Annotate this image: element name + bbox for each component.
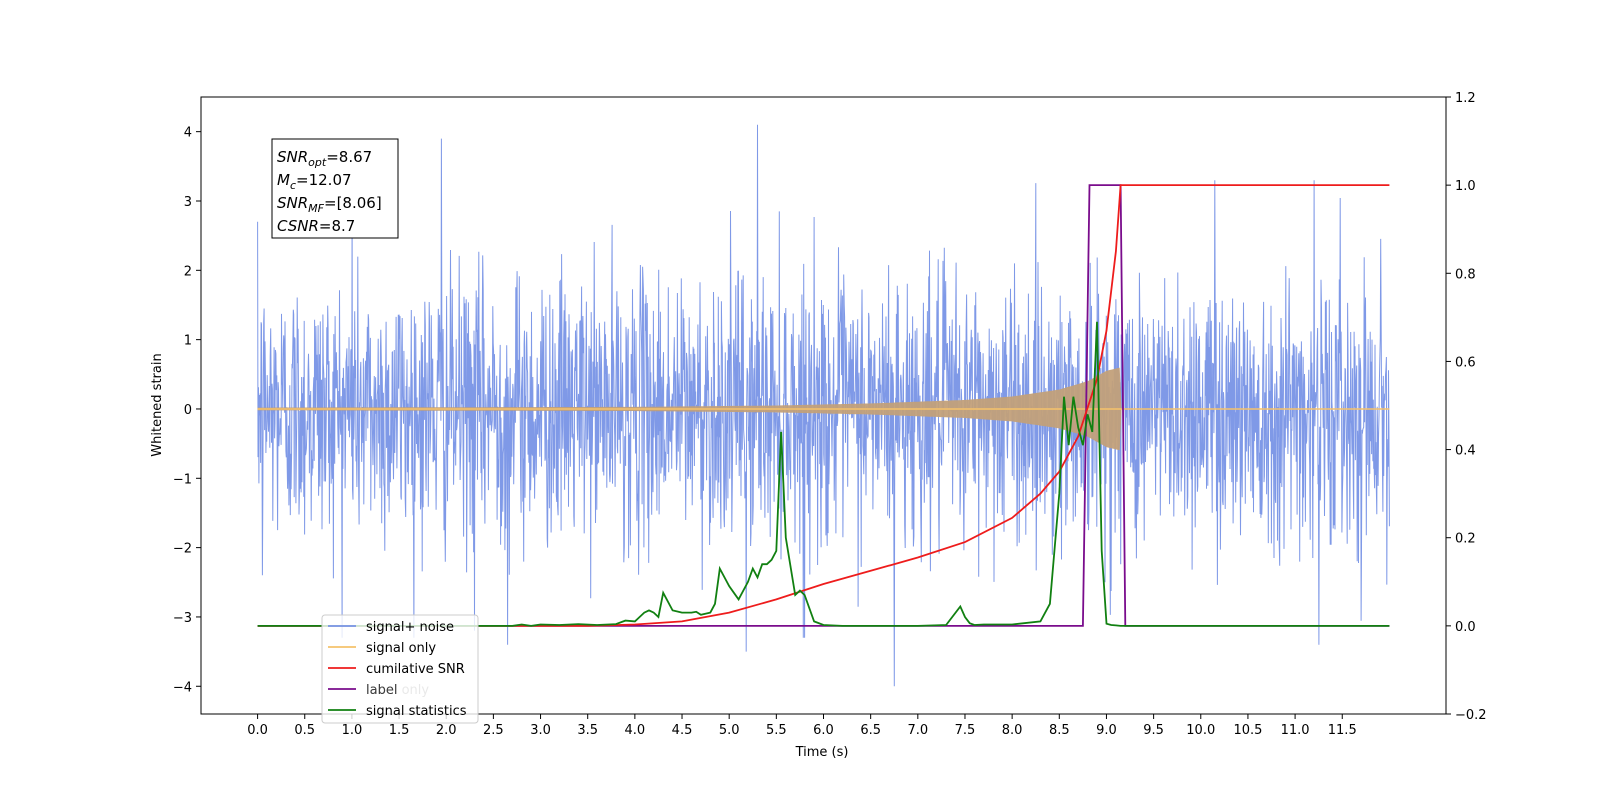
x-tick-label: 10.0	[1186, 723, 1215, 738]
y-tick-label: 2	[184, 264, 192, 279]
x-tick-label: 6.0	[813, 723, 834, 738]
info-line: SNRopt=8.67	[277, 148, 372, 169]
y-tick-label: 4	[184, 126, 192, 141]
y-tick-label: −3	[173, 611, 192, 626]
x-tick-label: 9.5	[1143, 723, 1164, 738]
series-cumulative-snr	[257, 184, 1390, 627]
x-tick-label: 5.5	[766, 723, 787, 738]
x-tick-label: 7.5	[955, 723, 976, 738]
x-tick-label: 3.0	[530, 723, 551, 738]
x-tick-label: 9.0	[1096, 723, 1117, 738]
legend-label: signal only	[366, 641, 436, 656]
x-tick-label: 1.0	[342, 723, 363, 738]
x-tick-label: 0.0	[247, 723, 268, 738]
y2-tick-label: 0.4	[1455, 444, 1476, 459]
y-tick-label: −2	[173, 542, 192, 557]
legend-label: signal statistics	[366, 704, 467, 719]
info-line: Mc=12.07	[277, 171, 352, 192]
y-tick-label: 0	[184, 403, 192, 418]
x-tick-label: 1.5	[389, 723, 410, 738]
x-tick-label: 10.5	[1233, 723, 1262, 738]
x-axis-label: Time (s)	[795, 745, 849, 760]
legend: signal+ noise signal only cumilative SNR la…	[321, 614, 479, 724]
y-axis-left: 4 3 2 1 0 −1 −2 −3 −4	[173, 126, 201, 695]
y2-tick-label: 0.0	[1455, 620, 1476, 635]
x-tick-label: 4.0	[625, 723, 646, 738]
x-tick-label: 0.5	[294, 723, 315, 738]
y-tick-label: −4	[173, 680, 192, 695]
series-layer	[257, 124, 1390, 687]
y-axis-label: Whitened strain	[150, 353, 165, 456]
x-tick-label: 5.0	[719, 723, 740, 738]
y-tick-label: 3	[184, 195, 192, 210]
legend-label: label	[366, 683, 397, 698]
x-tick-label: 4.5	[672, 723, 693, 738]
y-tick-label: 1	[184, 334, 192, 349]
info-line: CSNR=8.7	[277, 217, 355, 235]
y2-tick-label: −0.2	[1455, 708, 1487, 723]
y2-tick-label: 0.2	[1455, 532, 1476, 547]
y2-tick-label: 0.6	[1455, 355, 1476, 370]
legend-overlap-text: label only	[366, 683, 429, 698]
legend-label: cumilative SNR	[366, 662, 465, 677]
y-axis-right: 1.2 1.0 0.8 0.6 0.4 0.2 0.0 −0.2	[1446, 91, 1487, 723]
x-tick-label: 2.5	[483, 723, 504, 738]
legend-label: signal+ noise	[366, 620, 454, 635]
x-tick-label: 7.0	[907, 723, 928, 738]
x-tick-label: 3.5	[577, 723, 598, 738]
series-signal-statistics	[257, 321, 1390, 627]
x-axis: 0.0 0.5 1.0 1.5 2.0 2.5 3.0 3.5 4.0 4.5 5.0 5.5 6.0 6…	[247, 714, 1357, 738]
info-line: SNRMF=[8.06]	[277, 194, 382, 215]
x-tick-label: 8.0	[1002, 723, 1023, 738]
x-tick-label: 6.5	[860, 723, 881, 738]
y2-tick-label: 1.2	[1455, 91, 1476, 106]
x-tick-label: 8.5	[1049, 723, 1070, 738]
y2-tick-label: 0.8	[1455, 267, 1476, 282]
y-tick-label: −1	[173, 472, 192, 487]
series-signal-noise	[257, 124, 1390, 687]
x-tick-label: 11.0	[1281, 723, 1310, 738]
x-tick-label: 11.5	[1328, 723, 1357, 738]
y2-tick-label: 1.0	[1455, 179, 1476, 194]
x-tick-label: 2.0	[436, 723, 457, 738]
